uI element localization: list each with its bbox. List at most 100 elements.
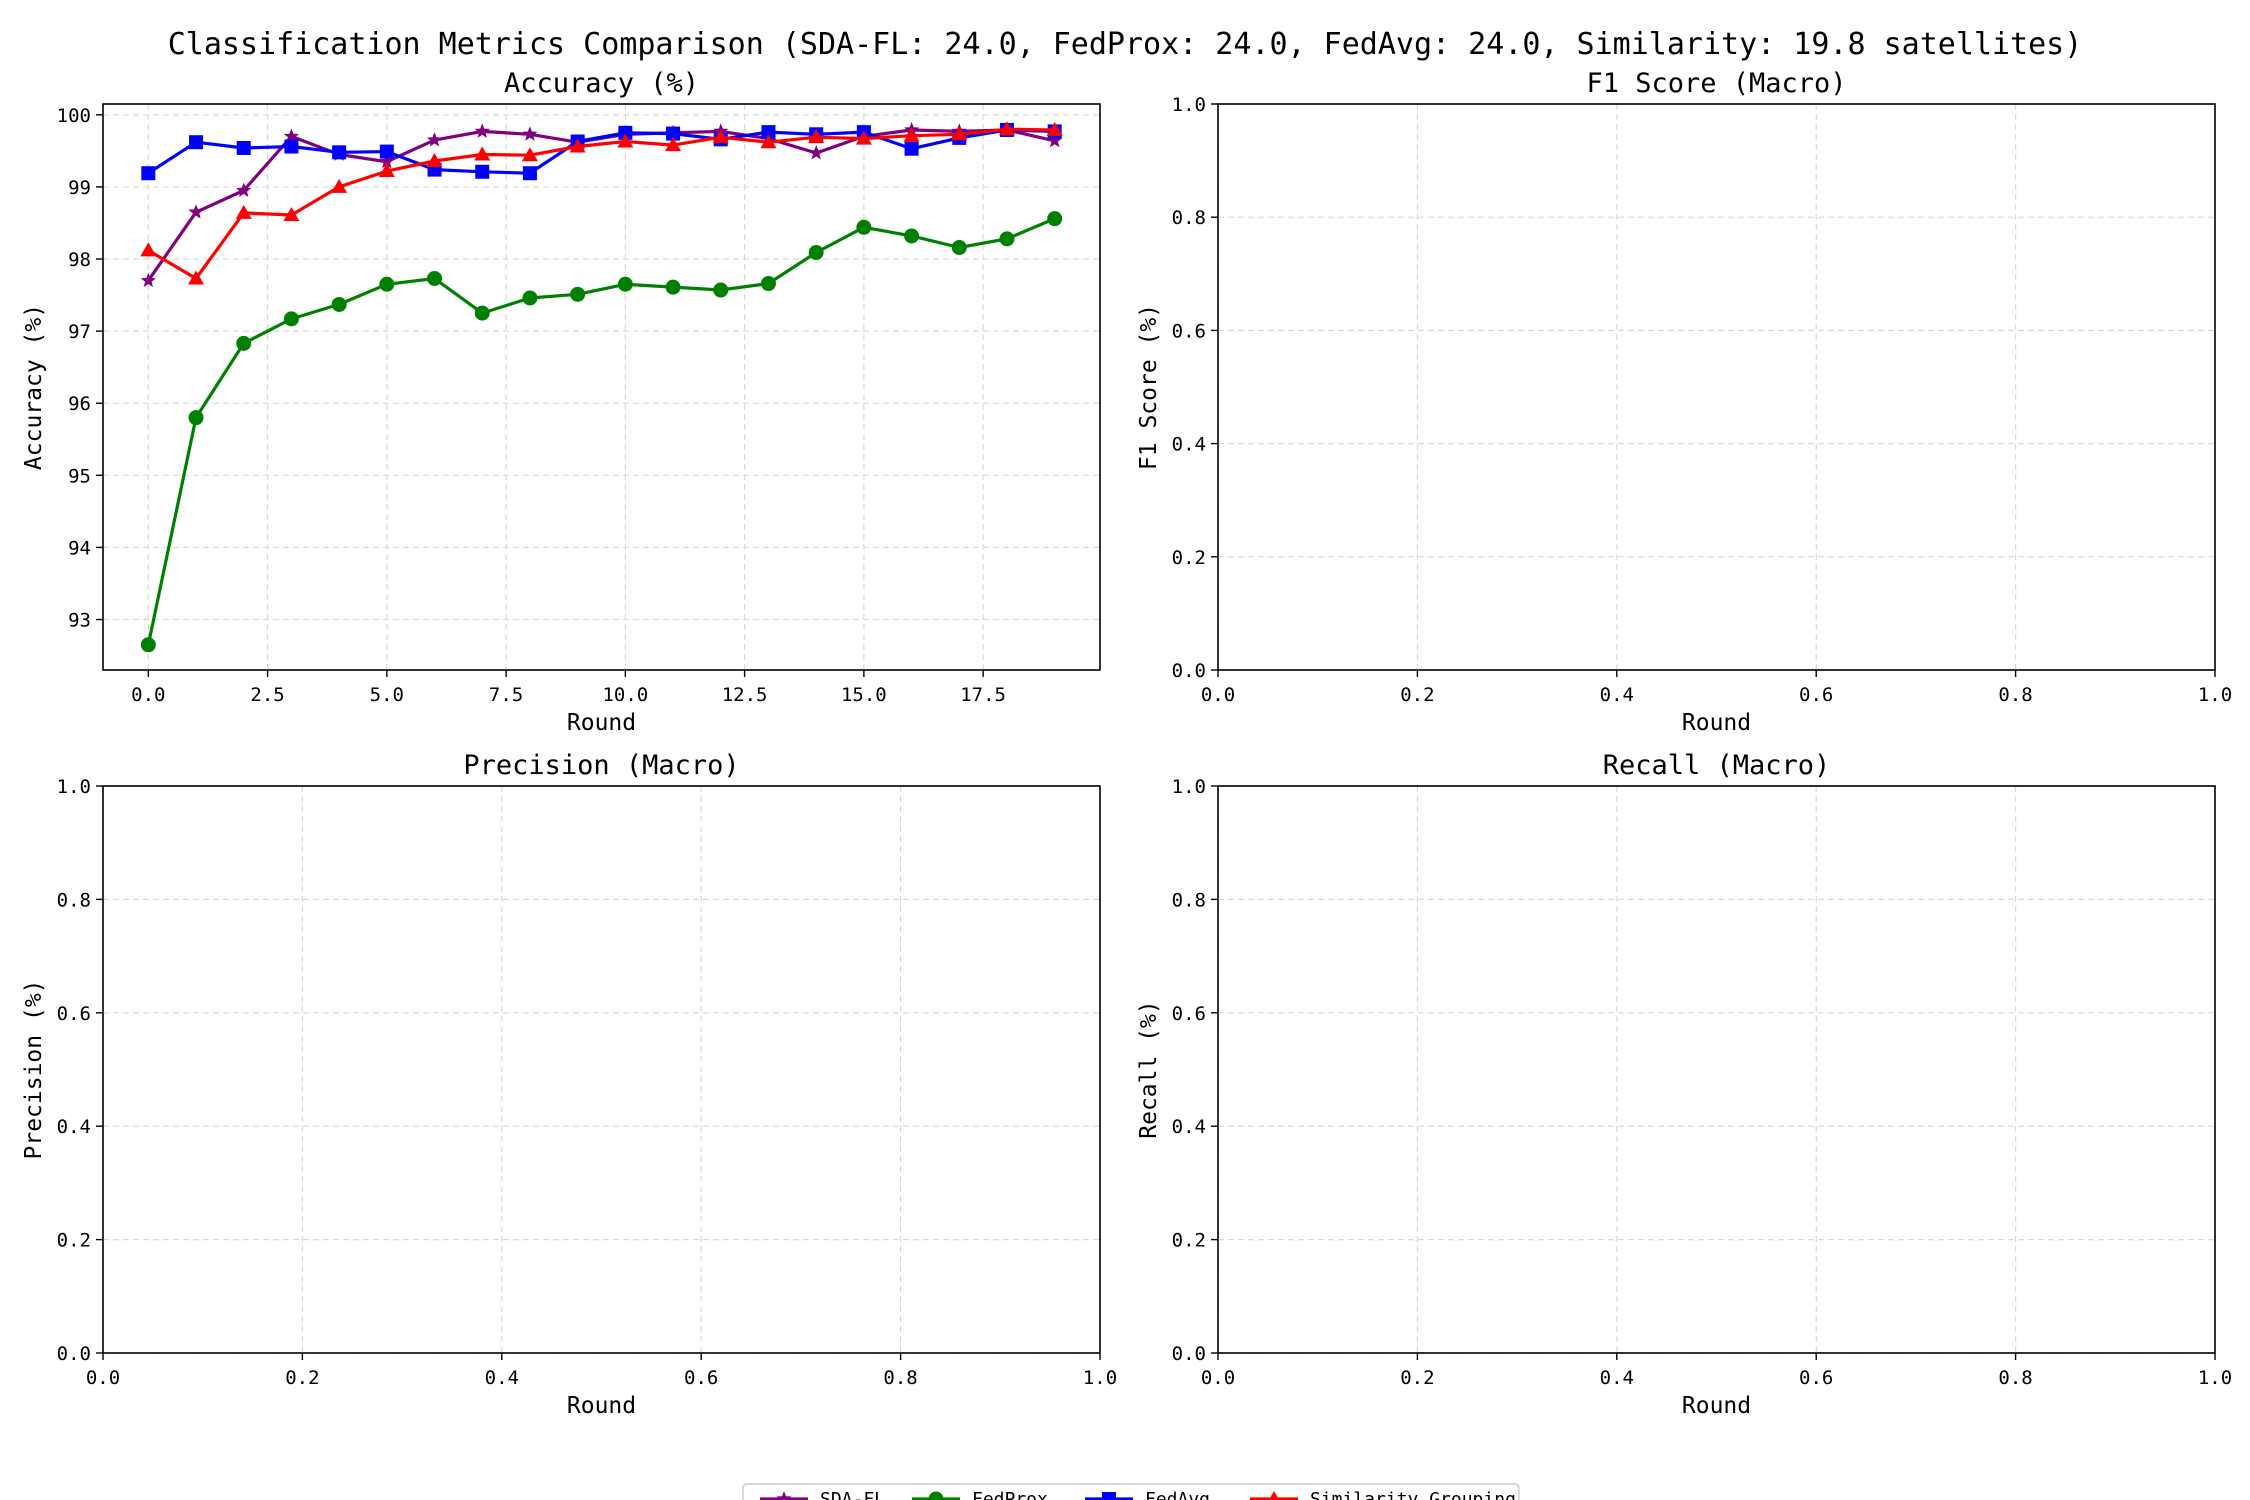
data-point (378, 163, 395, 178)
data-point (522, 166, 537, 181)
x-axis-label: Round (1682, 710, 1751, 736)
legend-entry: FedAvg (1085, 1489, 1210, 1500)
data-point (1047, 132, 1063, 148)
legend-marker (928, 1491, 944, 1500)
series-line (147, 127, 1055, 281)
data-point (808, 129, 825, 144)
x-tick-label: 1.0 (1083, 1367, 1117, 1389)
legend-entry: Similarity Grouping (1250, 1489, 1516, 1500)
x-tick-label: 2.5 (250, 684, 284, 706)
precision-panel: 0.0 0.2 0.4 0.6 0.8 1.0 0.0 0.2 0.4 0.6 0.8 1.0 Prec… (21, 750, 1117, 1419)
x-tick-label: 12.5 (722, 684, 768, 706)
y-tick-label: 0.4 (1172, 1116, 1206, 1138)
x-tick-label: 0.8 (1998, 684, 2032, 706)
data-point (808, 245, 824, 261)
data-point (665, 137, 682, 152)
x-tick-label: 15.0 (841, 684, 887, 706)
x-tick-label: 0.4 (1600, 684, 1634, 706)
y-tick-label: 0.6 (1172, 320, 1206, 342)
y-tick-label: 1.0 (1172, 776, 1206, 798)
data-point (188, 410, 204, 426)
y-tick-label: 0.6 (57, 1003, 91, 1025)
data-point (283, 128, 299, 143)
x-tick-label: 0.4 (485, 1367, 519, 1389)
subplot-title: Precision (Macro) (463, 750, 739, 781)
data-point (236, 140, 251, 155)
data-point (236, 335, 252, 351)
data-point (712, 129, 729, 144)
data-point (570, 286, 586, 302)
x-tick-label: 0.2 (285, 1367, 319, 1389)
data-point (904, 141, 919, 156)
f1-score-panel: 0.0 0.2 0.4 0.6 0.8 1.0 0.0 0.2 0.4 0.6 0.8 1.0 F1 S… (1136, 68, 2232, 736)
x-tick-label: 0.0 (1201, 684, 1235, 706)
x-tick-label: 0.2 (1400, 684, 1434, 706)
subplot-grid: 0.0 2.5 5.0 7.5 10.0 12.5 15.0 17.5 93 94 95 96 97 98… (21, 68, 2232, 1419)
series-line (146, 217, 1056, 646)
y-tick-label: 0.0 (57, 1343, 91, 1365)
data-point (426, 132, 443, 147)
y-tick-label: 1.0 (57, 776, 91, 798)
data-point (903, 127, 920, 142)
series-line (146, 128, 1056, 282)
data-point (474, 305, 490, 321)
y-tick-label: 0.8 (1172, 889, 1206, 911)
data-point (284, 139, 299, 154)
legend-marker (1102, 1492, 1116, 1500)
y-tick-label: 0.4 (1172, 434, 1206, 456)
legend-label: Similarity Grouping (1310, 1489, 1516, 1500)
data-point (332, 145, 347, 160)
x-tick-label: 1.0 (2198, 684, 2232, 706)
data-point (665, 279, 681, 295)
axes-frame (102, 103, 1101, 671)
data-point (331, 178, 348, 193)
x-tick-label: 0.2 (1400, 1367, 1434, 1389)
y-tick-label: 93 (68, 610, 91, 632)
y-tick-label: 99 (68, 177, 91, 199)
x-tick-label: 7.5 (489, 684, 523, 706)
x-tick-label: 5.0 (370, 684, 404, 706)
y-tick-label: 1.0 (1172, 94, 1206, 116)
data-point (140, 242, 157, 257)
data-point (235, 204, 252, 219)
data-point (188, 204, 204, 219)
data-point (1047, 211, 1063, 227)
data-point (521, 147, 538, 162)
axes-frame (1217, 785, 2216, 1354)
data-point (331, 296, 347, 312)
recall-panel: 0.0 0.2 0.4 0.6 0.8 1.0 0.0 0.2 0.4 0.6 0.8 1.0 Reca… (1136, 750, 2232, 1419)
x-tick-label: 0.0 (1201, 1367, 1235, 1389)
x-tick-label: 0.4 (1600, 1367, 1634, 1389)
data-point (522, 126, 538, 141)
data-point (474, 146, 491, 161)
data-point (475, 164, 490, 179)
data-point (140, 637, 156, 653)
axes-frame (102, 785, 1101, 1354)
data-point (522, 290, 538, 306)
data-point (379, 276, 395, 292)
data-point (141, 166, 156, 181)
legend-marker (1268, 1491, 1280, 1500)
series-line (147, 128, 1055, 175)
legend-label: FedAvg (1145, 1489, 1210, 1500)
y-axis-label: Precision (%) (21, 979, 47, 1159)
x-tick-label: 0.6 (684, 1367, 718, 1389)
legend-entry: SDA-FL (760, 1489, 885, 1500)
data-point (760, 276, 776, 292)
data-point (283, 207, 300, 222)
data-point (808, 145, 824, 160)
x-tick-label: 0.6 (1799, 684, 1833, 706)
x-tick-label: 0.8 (883, 1367, 917, 1389)
data-point (666, 126, 681, 141)
subplot-title: Accuracy (%) (504, 68, 699, 99)
data-point (855, 130, 872, 145)
x-tick-label: 0.6 (1799, 1367, 1833, 1389)
data-point (283, 311, 299, 327)
legend-label: FedProx (972, 1489, 1048, 1500)
y-tick-label: 0.6 (1172, 1003, 1206, 1025)
data-point (1046, 121, 1063, 136)
x-tick-label: 0.0 (131, 684, 165, 706)
x-tick-label: 0.0 (86, 1367, 120, 1389)
data-point (951, 239, 967, 255)
data-point (761, 125, 776, 140)
